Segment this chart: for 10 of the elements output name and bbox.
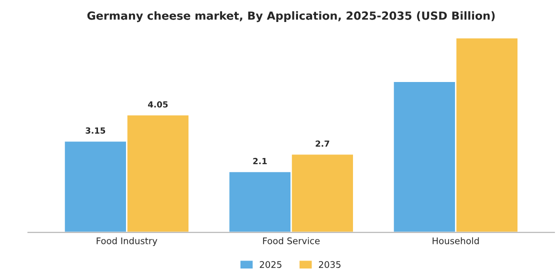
x-tick-label: Food Service — [263, 237, 320, 244]
legend-label: 2025 — [260, 261, 282, 268]
x-tick-label: Food Industry — [96, 237, 158, 246]
data-label: 3.15 — [86, 127, 106, 134]
data-label: 2.1 — [253, 158, 267, 164]
legend-label: 2035 — [318, 261, 340, 268]
data-label: 2.7 — [316, 140, 330, 147]
chart-title: Germany cheese market, By Application, 2025-2035 (USD Billion) — [87, 11, 495, 22]
x-tick-label: Household — [432, 237, 479, 244]
data-label: 4.05 — [148, 101, 168, 108]
